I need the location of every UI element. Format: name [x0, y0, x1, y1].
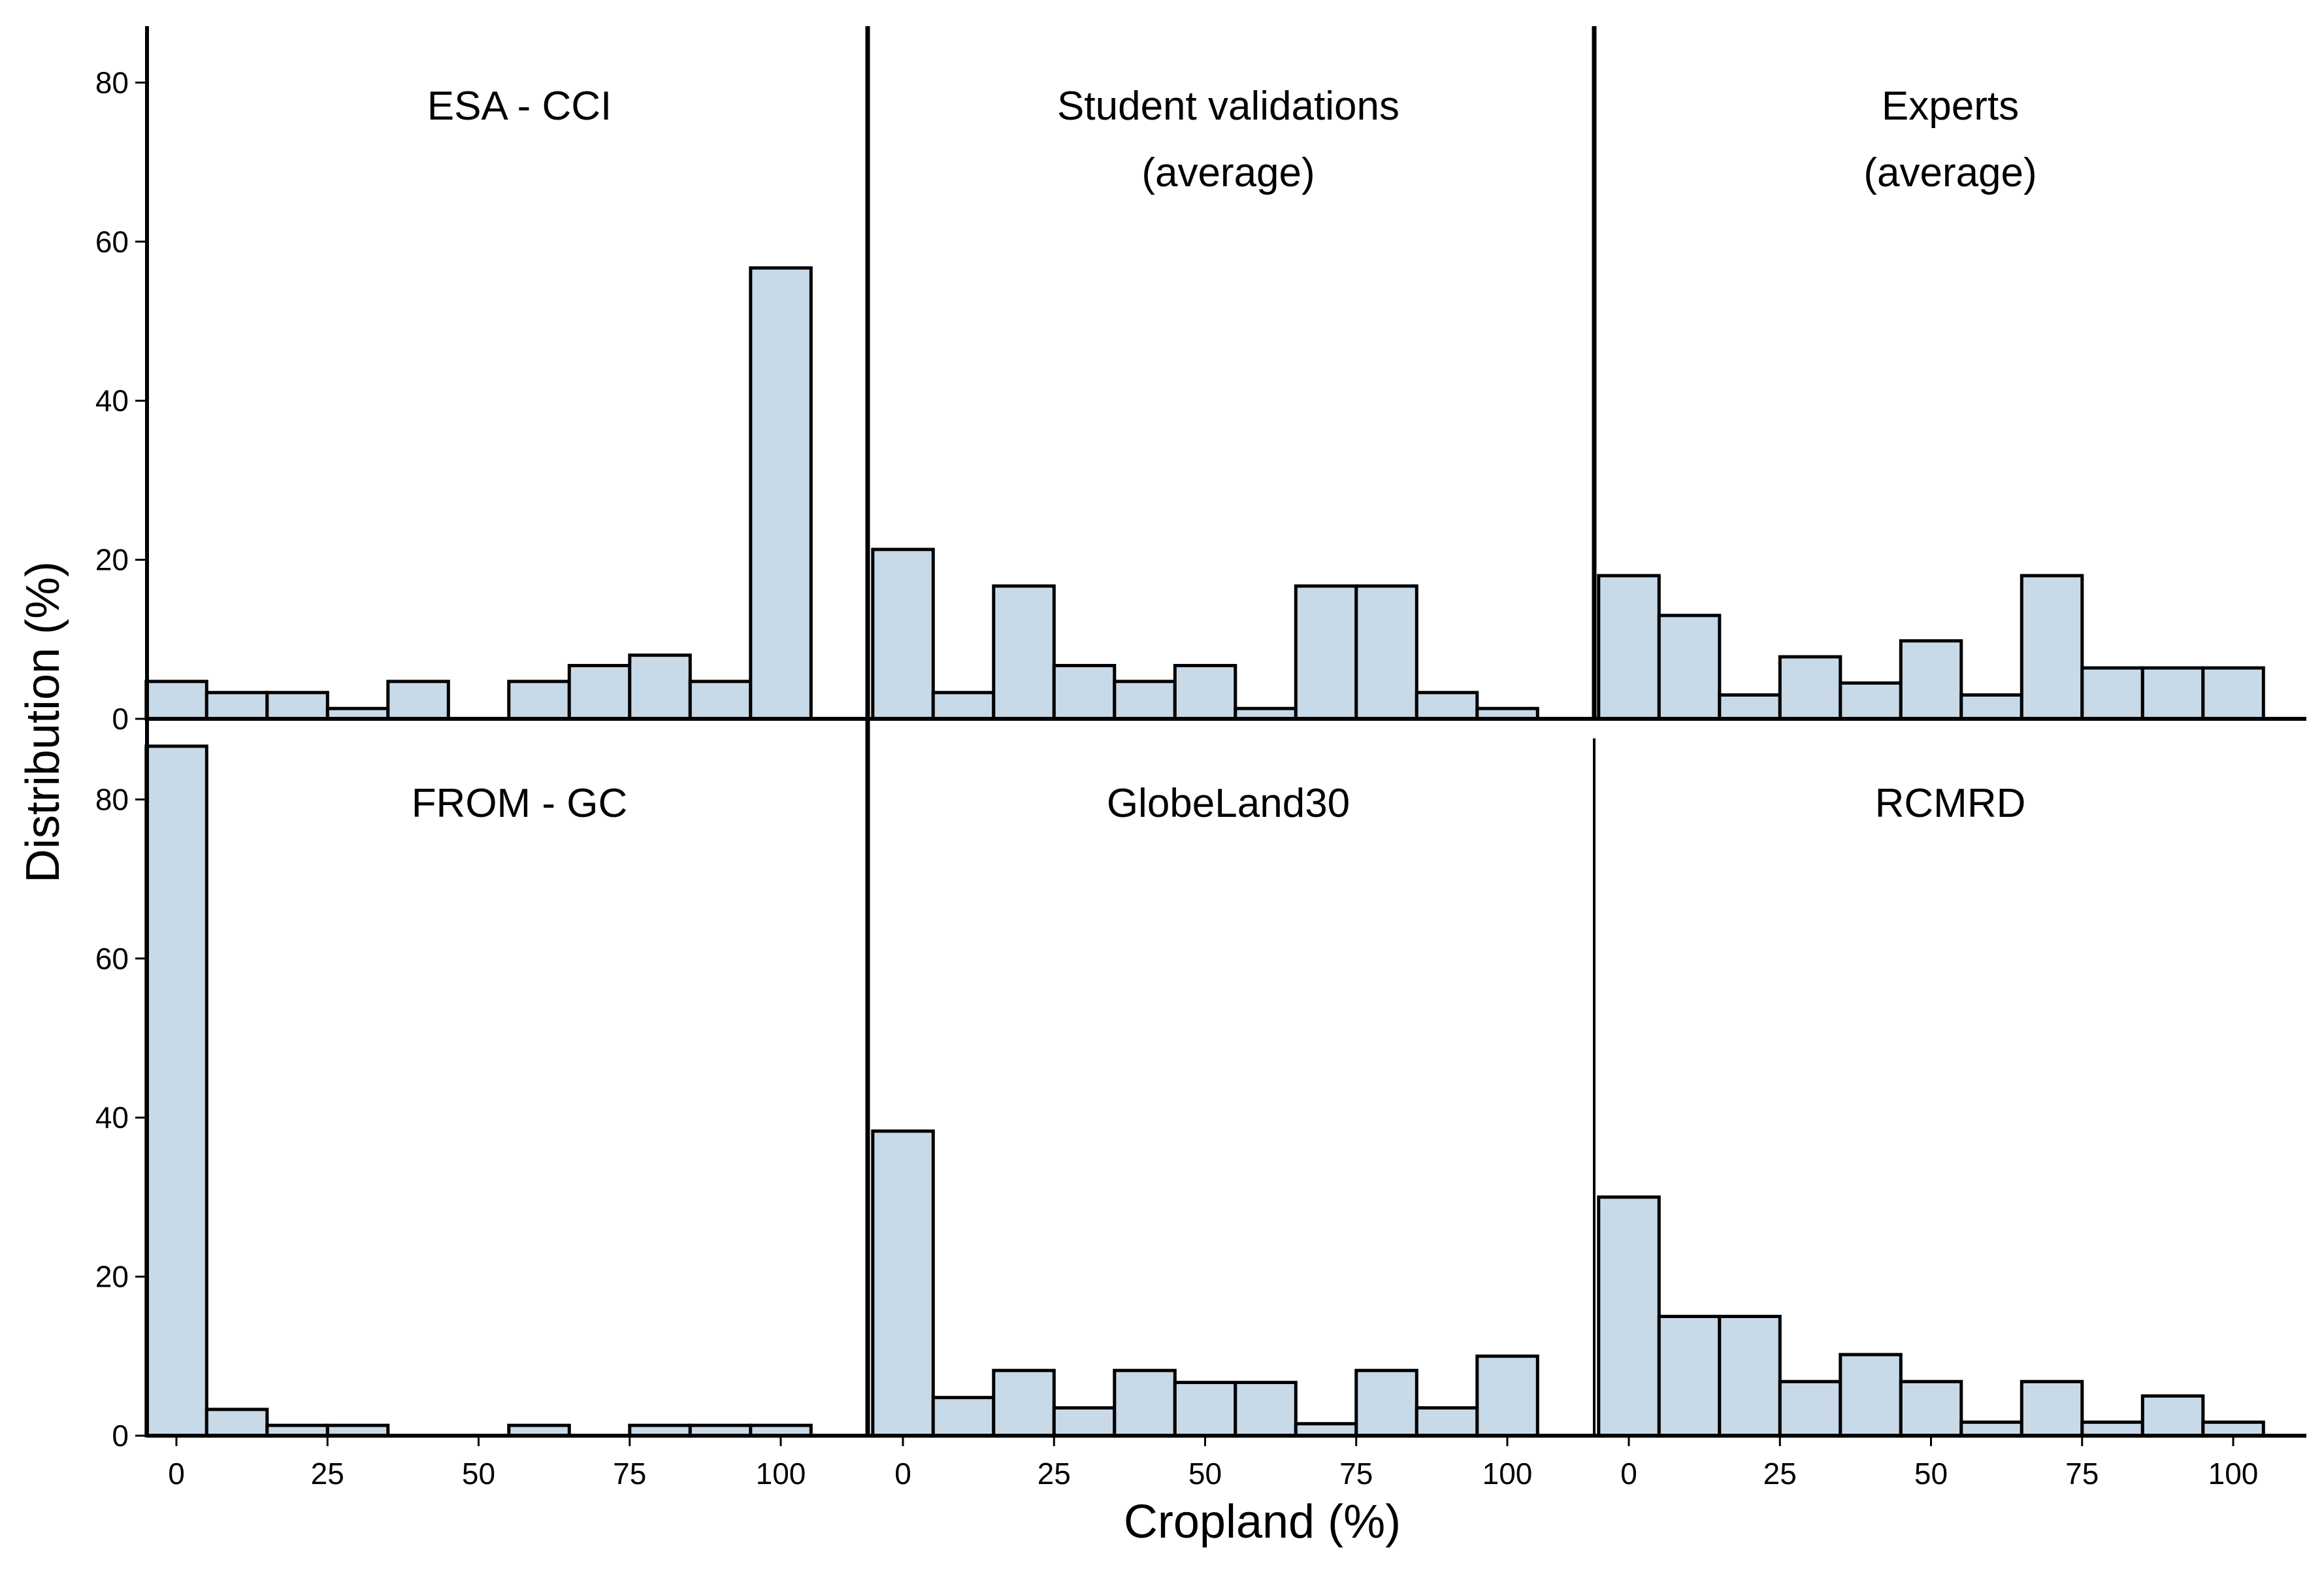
x-tick-label-col1-75: 75 — [613, 1457, 646, 1491]
bar-panel1-bin10 — [688, 680, 753, 721]
bar-panel2-bin9 — [1354, 584, 1418, 721]
bar-panel5-bin4 — [1052, 1406, 1117, 1438]
text-layer: 0 20 40 60 80 0 20 40 60 80 0 25 50 75 100 0 25 50 75 100 0 2… — [95, 65, 2259, 1491]
x-axis-label: Cropland (%) — [1124, 1496, 1401, 1548]
bar-panel2-bin6 — [1173, 664, 1237, 721]
bar-panel3-bin4 — [1778, 655, 1842, 721]
bar-panel6-bin9 — [2080, 1420, 2144, 1438]
y-tick-label-row1-20: 20 — [95, 543, 129, 577]
bar-panel6-bin7 — [1959, 1420, 2023, 1438]
axes-layer — [135, 26, 2306, 1446]
bars-layer — [144, 266, 2265, 1438]
y-tick-label-row2-80: 80 — [95, 782, 129, 816]
panel-title-1: ESA - CCI — [427, 84, 612, 129]
bar-panel5-bin2 — [931, 1396, 996, 1438]
bar-panel3-bin7 — [1959, 693, 2023, 721]
bar-panel6-bin10 — [2140, 1394, 2205, 1438]
x-tick-label-col2-25: 25 — [1038, 1457, 1071, 1491]
bar-panel2-bin1 — [871, 548, 935, 721]
bar-panel6-bin3 — [1718, 1315, 1782, 1438]
x-tick-label-col1-25: 25 — [311, 1457, 344, 1491]
y-tick-label-row1-40: 40 — [95, 384, 129, 418]
bar-panel2-bin10 — [1415, 691, 1479, 721]
bar-panel1-bin8 — [567, 664, 632, 721]
y-axis-label: Distribution (%) — [17, 561, 69, 883]
bar-panel6-bin1 — [1597, 1195, 1661, 1438]
x-tick-label-col3-50: 50 — [1914, 1457, 1948, 1491]
bar-panel2-bin8 — [1294, 584, 1358, 721]
panel-title-6: RCMRD — [1875, 781, 2026, 826]
y-tick-label-row1-0: 0 — [112, 702, 129, 736]
x-tick-label-col3-75: 75 — [2065, 1457, 2099, 1491]
x-tick-label-col3-0: 0 — [1620, 1457, 1637, 1491]
bar-panel4-bin2 — [205, 1408, 269, 1438]
bar-panel5-bin5 — [1113, 1368, 1177, 1438]
bar-panel3-bin11 — [2201, 666, 2265, 721]
bar-panel1-bin1 — [144, 680, 208, 721]
bar-panel6-bin2 — [1657, 1315, 1722, 1438]
bar-panel5-bin6 — [1173, 1381, 1237, 1438]
bar-panel1-bin7 — [507, 680, 571, 721]
panel-title-5: GlobeLand30 — [1107, 781, 1350, 826]
y-tick-label-row2-60: 60 — [95, 942, 129, 976]
bar-panel5-bin11 — [1475, 1354, 1539, 1438]
bar-panel2-bin5 — [1113, 680, 1177, 721]
x-tick-label-col2-75: 75 — [1339, 1457, 1373, 1491]
bar-panel3-bin5 — [1839, 681, 1903, 721]
bar-panel3-bin2 — [1657, 614, 1722, 721]
bar-panel3-bin9 — [2080, 666, 2144, 721]
x-tick-label-col3-100: 100 — [2208, 1457, 2259, 1491]
bar-panel5-bin1 — [871, 1129, 935, 1438]
y-tick-label-row2-20: 20 — [95, 1260, 129, 1294]
x-tick-label-col2-100: 100 — [1482, 1457, 1533, 1491]
bar-panel5-bin7 — [1234, 1381, 1298, 1438]
panel-title-2-line2: (average) — [1141, 150, 1315, 195]
panel-title-4: FROM - GC — [412, 781, 628, 826]
bar-panel3-bin3 — [1718, 693, 1782, 721]
bar-panel1-bin3 — [265, 691, 329, 721]
x-tick-label-col1-100: 100 — [756, 1457, 806, 1491]
bar-panel2-bin2 — [931, 691, 996, 721]
bar-panel3-bin1 — [1597, 574, 1661, 721]
x-tick-label-col2-0: 0 — [894, 1457, 911, 1491]
bar-panel5-bin3 — [992, 1368, 1056, 1438]
panel-title-2-line1: Student validations — [1057, 84, 1399, 129]
bar-panel6-bin8 — [2020, 1379, 2084, 1438]
bar-panel3-bin6 — [1899, 639, 1963, 721]
bar-panel1-bin2 — [205, 691, 269, 721]
bar-panel5-bin9 — [1354, 1368, 1418, 1438]
y-tick-label-row1-80: 80 — [95, 65, 129, 99]
bar-panel3-bin8 — [2020, 574, 2084, 721]
x-tick-label-col1-50: 50 — [462, 1457, 495, 1491]
x-tick-label-col1-0: 0 — [168, 1457, 185, 1491]
bar-panel2-bin3 — [992, 584, 1056, 721]
bar-panel6-bin11 — [2201, 1420, 2265, 1438]
bar-panel2-bin4 — [1052, 664, 1117, 721]
bar-panel5-bin10 — [1415, 1406, 1479, 1438]
y-tick-label-row1-60: 60 — [95, 225, 129, 259]
x-tick-label-col2-50: 50 — [1188, 1457, 1222, 1491]
bar-panel3-bin10 — [2140, 666, 2205, 721]
bar-panel6-bin5 — [1839, 1353, 1903, 1438]
bar-panel4-bin1 — [144, 744, 208, 1438]
y-tick-label-row2-40: 40 — [95, 1100, 129, 1134]
x-tick-label-col3-25: 25 — [1763, 1457, 1797, 1491]
panel-title-3-line1: Experts — [1882, 84, 2019, 129]
bar-panel6-bin6 — [1899, 1379, 1963, 1438]
bar-panel1-bin11 — [749, 266, 813, 721]
y-tick-label-row2-0: 0 — [112, 1419, 129, 1453]
bar-panel1-bin9 — [628, 653, 692, 721]
panel-title-3-line2: (average) — [1863, 150, 2037, 195]
bar-panel6-bin4 — [1778, 1379, 1842, 1438]
bar-panel1-bin5 — [386, 680, 450, 721]
